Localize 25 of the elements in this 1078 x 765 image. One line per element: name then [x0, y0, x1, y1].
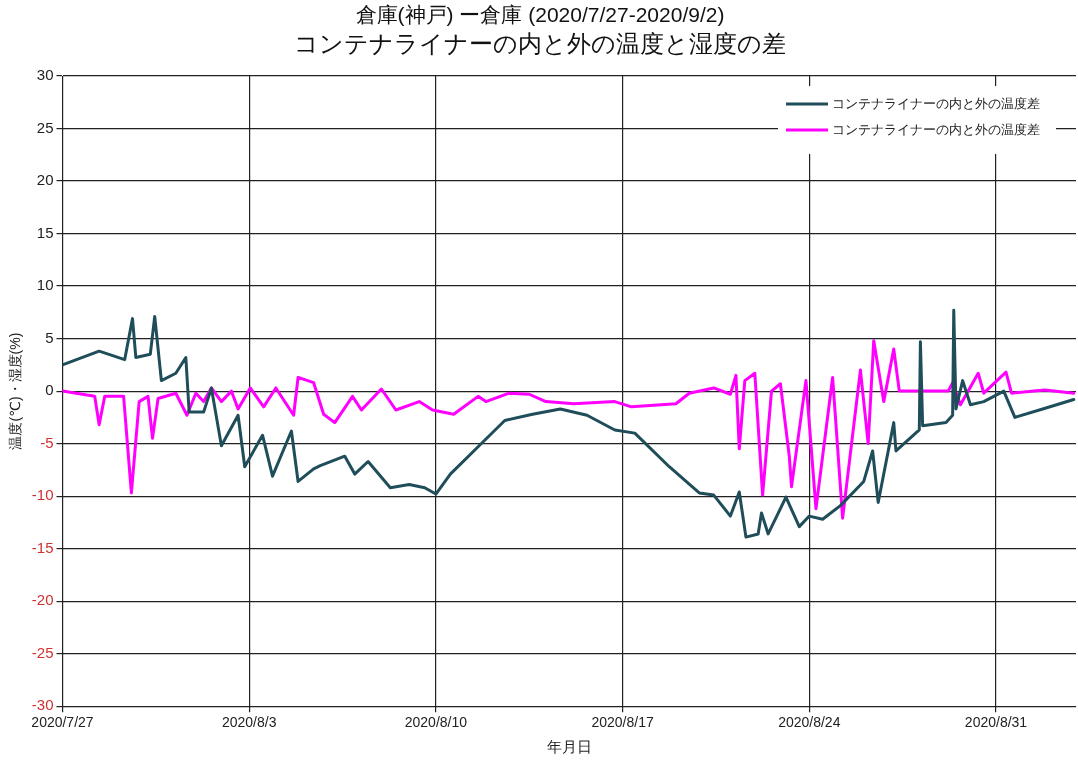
x-tick-label: 2020/8/10	[404, 714, 468, 731]
chart-title: 倉庫(神戸) ー倉庫 (2020/7/27-2020/9/2)	[355, 3, 725, 27]
chart-subtitle: コンテナライナーの内と外の温度と湿度の差	[294, 30, 786, 58]
y-tick-label: 10	[36, 276, 54, 294]
y-tick-label: -20	[31, 591, 54, 609]
y-tick-label: 0	[45, 381, 54, 399]
x-axis-title: 年月日	[546, 738, 592, 756]
x-tick-label: 2020/8/31	[964, 714, 1028, 731]
x-tick-label: 2020/7/27	[31, 714, 94, 731]
y-tick-label: -10	[31, 486, 54, 504]
y-tick-label: -30	[31, 696, 54, 714]
y-tick-label: 20	[36, 171, 54, 189]
y-tick-label: 30	[36, 66, 54, 84]
legend-label: コンテナライナーの内と外の温度差	[832, 95, 1040, 111]
y-tick-label: 15	[36, 223, 54, 241]
y-tick-label: -25	[31, 643, 54, 661]
x-tick-label: 2020/8/3	[221, 714, 277, 731]
y-axis-title: 温度(℃)・湿度(%)	[7, 332, 24, 450]
y-tick-label: -5	[40, 433, 54, 451]
legend-label: コンテナライナーの内と外の温度差	[832, 121, 1040, 137]
x-tick-label: 2020/8/17	[591, 714, 654, 731]
y-tick-label: 5	[45, 328, 54, 346]
x-tick-label: 2020/8/24	[778, 714, 841, 731]
y-tick-label: 25	[36, 118, 54, 136]
y-tick-label: -15	[31, 538, 54, 556]
